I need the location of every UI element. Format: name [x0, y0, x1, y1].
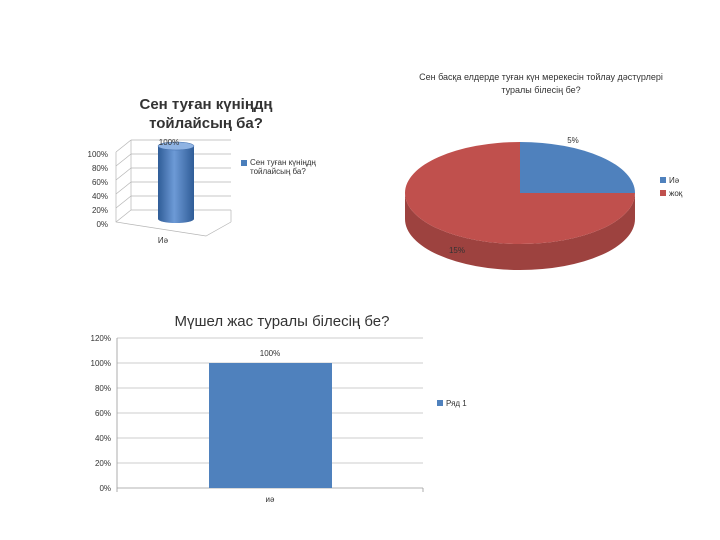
chart2-label-ie: 5% — [567, 136, 579, 145]
chart3-y-tick: 0% — [99, 484, 111, 493]
chart3-title: Мүшел жас туралы білесің бе? — [174, 313, 389, 330]
chart3-x-tick-ie: иә — [266, 495, 275, 504]
chart3-y-tick: 80% — [95, 384, 111, 393]
chart2-slice-zhoq — [405, 142, 635, 244]
chart1-title-line2: тойлайсың ба? — [149, 115, 263, 132]
chart1-legend-line1: Сен туған күніңдң — [250, 158, 316, 167]
chart2-slice-side — [405, 193, 635, 270]
chart1-y-tick: 20% — [92, 206, 108, 215]
chart1-bar-ie — [157, 141, 195, 223]
chart1-y-tick: 40% — [92, 192, 108, 201]
chart1-x-tick-ie: Иә — [158, 236, 169, 245]
chart3-y-tick: 100% — [91, 359, 111, 368]
chart1-bar-body — [158, 146, 194, 223]
chart-2: Сен басқа елдерде туған күн мерекесін то… — [405, 72, 683, 270]
chart1-y-tick: 80% — [92, 164, 108, 173]
chart3-y-tick: 40% — [95, 434, 111, 443]
chart2-legend-swatch-ie — [660, 177, 666, 183]
chart2-slice-ie — [520, 142, 635, 193]
chart1-y-axis: 0% 20% 40% 60% 80% 100% — [88, 150, 108, 229]
chart3-data-label: 100% — [260, 349, 280, 358]
chart3-y-tick: 120% — [91, 334, 111, 343]
chart2-label-zhoq: 15% — [449, 246, 465, 255]
chart2-legend-ie: Иә — [669, 176, 680, 185]
chart1-y-tick: 60% — [92, 178, 108, 187]
chart1-title-line1: Сен туған күніңдң — [139, 96, 272, 113]
chart2-pie — [405, 142, 635, 270]
chart1-y-tick: 0% — [96, 220, 108, 229]
chart2-legend-swatch-zhoq — [660, 190, 666, 196]
chart1-y-tick: 100% — [88, 150, 108, 159]
chart2-title-line2: туралы білесің бе? — [501, 85, 580, 95]
chart3-y-tick: 60% — [95, 409, 111, 418]
chart1-legend-line2: тойлайсың ба? — [250, 167, 306, 176]
chart3-legend-swatch — [437, 400, 443, 406]
chart2-title-line1: Сен басқа елдерде туған күн мерекесін то… — [419, 72, 663, 82]
chart3-y-axis: 0% 20% 40% 60% 80% 100% 120% — [91, 334, 111, 493]
chart1-bar-top — [157, 141, 195, 151]
chart3-legend-label: Ряд 1 — [446, 399, 467, 408]
chart-1: Сен туған күніңдң тойлайсың ба? 0% 20% 40%… — [88, 96, 317, 245]
chart-3: Мүшел жас туралы білесің бе? 0% 20% 40% 60%… — [91, 313, 468, 504]
chart3-bar-ie — [209, 363, 332, 488]
chart2-legend-zhoq: жоқ — [669, 189, 683, 198]
chart3-y-tick: 20% — [95, 459, 111, 468]
chart1-data-label: 100% — [159, 138, 179, 147]
chart1-legend-swatch — [241, 160, 247, 166]
